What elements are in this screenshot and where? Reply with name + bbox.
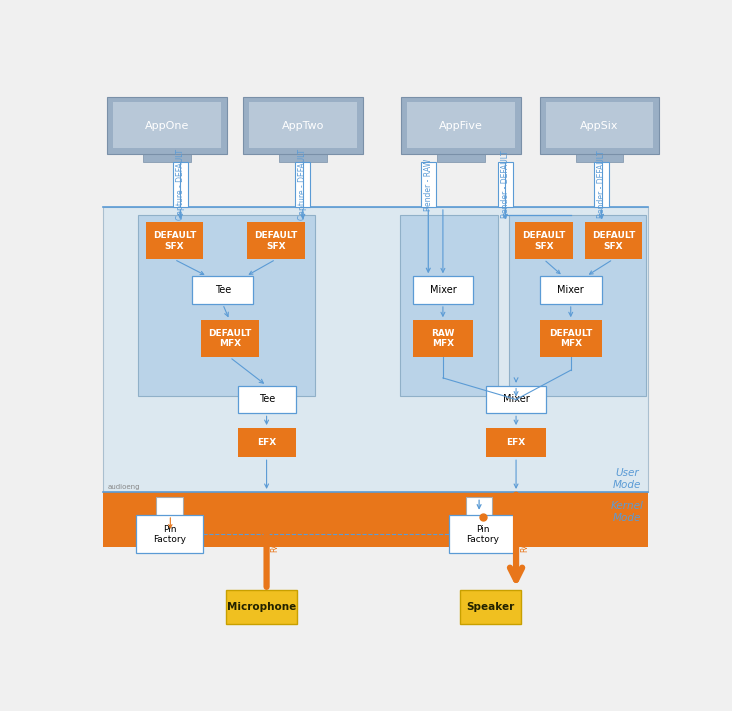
Bar bbox=[143, 154, 191, 162]
Bar bbox=[540, 320, 602, 357]
Bar bbox=[107, 97, 226, 154]
Bar bbox=[437, 154, 485, 162]
Bar bbox=[460, 589, 521, 624]
Bar bbox=[585, 223, 643, 260]
Bar bbox=[247, 223, 305, 260]
Text: Microphone: Microphone bbox=[227, 602, 296, 611]
Text: RAW: RAW bbox=[470, 525, 488, 534]
Bar bbox=[238, 428, 296, 457]
Text: Render - RAW: Render - RAW bbox=[424, 159, 433, 210]
Bar bbox=[173, 162, 188, 207]
Bar bbox=[509, 215, 646, 395]
Text: EFX: EFX bbox=[258, 438, 277, 447]
Bar bbox=[515, 223, 573, 260]
Bar bbox=[400, 215, 498, 395]
Text: Kernel
Mode: Kernel Mode bbox=[610, 501, 643, 523]
Text: Pin
Factory: Pin Factory bbox=[466, 525, 499, 544]
Text: DEFAULT
SFX: DEFAULT SFX bbox=[255, 231, 298, 250]
Text: RAW
MFX: RAW MFX bbox=[431, 329, 455, 348]
Bar bbox=[113, 102, 220, 148]
Text: User
Mode: User Mode bbox=[613, 468, 641, 490]
Text: Render - DEFAULT: Render - DEFAULT bbox=[597, 151, 606, 218]
Bar bbox=[250, 102, 357, 148]
Bar bbox=[421, 162, 436, 207]
Bar bbox=[201, 320, 259, 357]
Text: DEFAULT
SFX: DEFAULT SFX bbox=[591, 231, 635, 250]
Bar bbox=[295, 162, 310, 207]
Bar bbox=[466, 497, 492, 515]
Bar bbox=[576, 154, 624, 162]
Text: Mixer: Mixer bbox=[503, 395, 529, 405]
Bar bbox=[238, 385, 296, 413]
Text: DEFAULT
MFX: DEFAULT MFX bbox=[549, 329, 592, 348]
Bar bbox=[401, 97, 520, 154]
Text: Render - DEFAULT: Render - DEFAULT bbox=[501, 151, 509, 218]
Bar bbox=[486, 385, 546, 413]
Bar bbox=[498, 162, 513, 207]
Bar bbox=[280, 154, 327, 162]
Text: Pin
Factory: Pin Factory bbox=[153, 525, 186, 544]
Bar bbox=[594, 162, 609, 207]
Text: DEFAULT
MFX: DEFAULT MFX bbox=[209, 329, 252, 348]
Bar bbox=[225, 589, 296, 624]
Bar bbox=[540, 97, 660, 154]
Bar bbox=[192, 277, 253, 304]
Bar bbox=[244, 97, 363, 154]
Text: DEFAULT
SFX: DEFAULT SFX bbox=[153, 231, 196, 250]
Bar bbox=[135, 515, 203, 553]
Text: RAW: RAW bbox=[160, 525, 179, 534]
Bar bbox=[486, 428, 546, 457]
Bar bbox=[146, 515, 193, 543]
Text: Capture - DEFAULT: Capture - DEFAULT bbox=[298, 149, 307, 220]
Text: AppSix: AppSix bbox=[580, 121, 619, 131]
Bar bbox=[146, 223, 203, 260]
Text: AppFive: AppFive bbox=[439, 121, 483, 131]
Text: AppOne: AppOne bbox=[145, 121, 189, 131]
Text: RAW: RAW bbox=[271, 535, 280, 552]
Bar bbox=[102, 207, 648, 492]
Text: Capture - DEFAULT: Capture - DEFAULT bbox=[176, 149, 185, 220]
Text: AppTwo: AppTwo bbox=[282, 121, 324, 131]
Bar bbox=[449, 515, 517, 553]
Bar bbox=[102, 492, 648, 547]
Text: Speaker: Speaker bbox=[466, 602, 515, 611]
Bar bbox=[413, 277, 473, 304]
Bar bbox=[540, 277, 602, 304]
Bar bbox=[157, 497, 183, 515]
Bar bbox=[407, 102, 515, 148]
Bar bbox=[546, 102, 654, 148]
Bar bbox=[413, 320, 473, 357]
Bar bbox=[455, 515, 503, 543]
Text: Mixer: Mixer bbox=[430, 285, 456, 295]
Text: EFX: EFX bbox=[507, 438, 526, 447]
Bar bbox=[138, 215, 315, 395]
Text: audioeng: audioeng bbox=[107, 484, 140, 491]
Text: Tee: Tee bbox=[214, 285, 231, 295]
Text: Tee: Tee bbox=[259, 395, 275, 405]
Text: Mixer: Mixer bbox=[557, 285, 584, 295]
Text: DEFAULT
SFX: DEFAULT SFX bbox=[523, 231, 566, 250]
Text: RAW: RAW bbox=[520, 535, 529, 552]
